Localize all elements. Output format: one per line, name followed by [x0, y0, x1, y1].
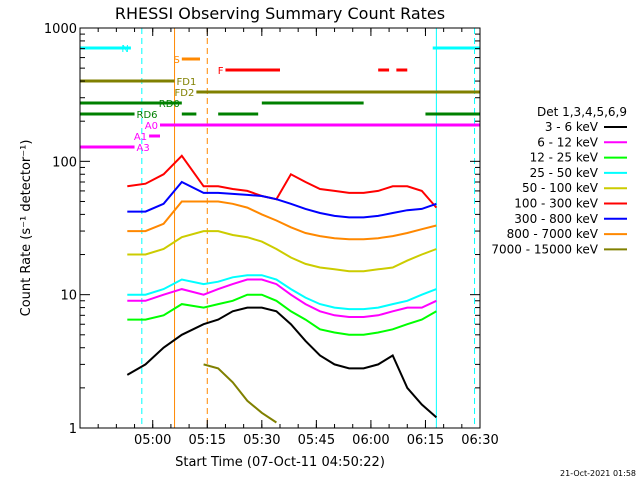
legend-label-2: 12 - 25 keV — [530, 151, 599, 165]
series-lines — [126, 154, 438, 424]
y-tick-label-0: 1 — [69, 422, 77, 437]
legend-label-8: 7000 - 15000 keV — [491, 242, 598, 256]
legend-label-4: 50 - 100 keV — [522, 181, 599, 195]
series-line-2 — [127, 293, 437, 336]
x-tick-label-5: 06:15 — [407, 433, 444, 448]
x-tick-label-0: 05:00 — [134, 433, 171, 448]
legend-title: Det 1,3,4,5,6,9 — [537, 105, 627, 119]
legend-label-5: 100 - 300 keV — [514, 197, 598, 211]
series-line-1 — [127, 278, 437, 318]
legend-label-1: 6 - 12 keV — [537, 135, 599, 149]
footer-timestamp: 21-Oct-2021 01:58 — [560, 469, 636, 478]
series-line-8 — [203, 363, 277, 424]
x-tick-label-4: 06:00 — [352, 433, 389, 448]
flag-label-a3: A3 — [137, 143, 150, 154]
flag-label-f: F — [218, 66, 224, 77]
chart-title: RHESSI Observing Summary Count Rates — [115, 4, 445, 23]
x-tick-label-3: 05:45 — [298, 433, 335, 448]
y-tick-label-2: 100 — [52, 155, 77, 170]
flag-label-fd1: FD1 — [177, 77, 197, 88]
x-tick-label-1: 05:15 — [189, 433, 226, 448]
axes: 1 10 100 1000 05:00 05:15 05:30 05:45 06:00 06:15… — [44, 22, 499, 448]
x-tick-label-2: 05:30 — [243, 433, 280, 448]
series-line-4 — [127, 230, 437, 273]
y-tick-label-1: 10 — [60, 289, 77, 304]
legend-label-7: 800 - 7000 keV — [507, 227, 599, 241]
flag-label-a1: A1 — [134, 132, 147, 143]
y-axis-label: Count Rate (s⁻¹ detector⁻¹) — [19, 140, 34, 317]
x-tick-label-6: 06:30 — [461, 433, 498, 448]
series-line-3 — [127, 274, 437, 311]
flag-label-a0: A0 — [145, 121, 158, 132]
legend-label-6: 300 - 800 keV — [514, 212, 598, 226]
series-line-6 — [127, 180, 437, 219]
flag-label-s: S — [173, 55, 179, 66]
series-line-7 — [127, 200, 437, 241]
flag-label-rd6: RD6 — [137, 110, 158, 121]
x-axis-label: Start Time (07-Oct-11 04:50:22) — [175, 455, 385, 470]
series-line-5 — [127, 154, 438, 209]
y-tick-label-3: 1000 — [44, 22, 77, 37]
flag-label-rd0: RD0 — [159, 99, 180, 110]
flag-label-n: N — [121, 44, 128, 55]
flag-label-fd2: FD2 — [175, 88, 195, 99]
legend-label-3: 25 - 50 keV — [530, 166, 599, 180]
series-line-0 — [126, 306, 438, 419]
legend-label-0: 3 - 6 keV — [545, 120, 599, 134]
